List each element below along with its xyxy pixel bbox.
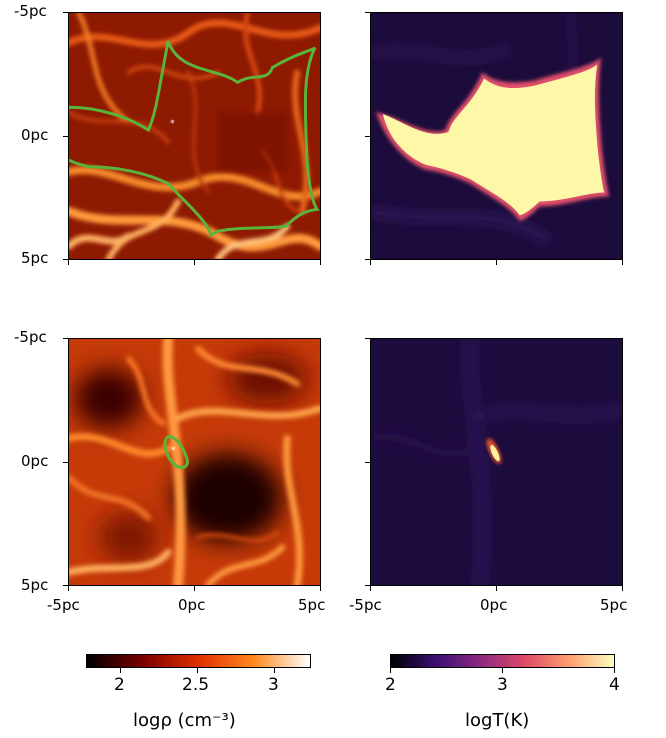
tick-mark [390, 668, 392, 673]
colorbar-tick-label: 3 [497, 675, 508, 695]
tick-mark [120, 668, 122, 673]
x-tick-label: -5pc [349, 596, 382, 614]
colorbar-tick-label: 2.5 [182, 675, 210, 695]
star-marker: * [170, 119, 175, 129]
contour-line [69, 40, 320, 238]
y-tick-label: 5pc [21, 576, 49, 594]
tick-mark [274, 668, 276, 673]
tick-mark [63, 585, 68, 587]
tick-mark [370, 260, 372, 265]
tick-mark [63, 338, 68, 340]
tick-mark [320, 260, 322, 265]
tick-mark [197, 668, 199, 673]
tick-mark [365, 585, 370, 587]
bottom-density-panel: * [68, 338, 321, 586]
x-tick-label: 0pc [480, 596, 508, 614]
star-marker: * [171, 446, 176, 456]
tick-mark [194, 260, 196, 265]
tick-mark [365, 136, 370, 138]
tick-mark [614, 668, 616, 673]
colorbar-tick-label: 4 [609, 675, 620, 695]
tick-mark [622, 260, 624, 265]
tick-mark [496, 586, 498, 591]
tick-mark [365, 259, 370, 261]
tick-mark [63, 12, 68, 14]
density-colorbar-label: logρ (cm⁻³) [133, 710, 236, 731]
x-tick-label: 0pc [178, 596, 206, 614]
colorbar-tick-label: 2 [385, 675, 396, 695]
x-tick-label: 5pc [600, 596, 628, 614]
top-density-panel: * [68, 12, 321, 260]
x-tick-label: 5pc [298, 596, 326, 614]
colorbar-tick-label: 3 [268, 675, 279, 695]
tick-mark [194, 586, 196, 591]
bottom-temperature-panel [370, 338, 623, 586]
top-temperature-panel [370, 12, 623, 260]
y-tick-label: 0pc [21, 452, 49, 470]
tick-mark [365, 338, 370, 340]
tick-mark [496, 260, 498, 265]
y-tick-label: 0pc [21, 126, 49, 144]
tick-mark [320, 586, 322, 591]
tick-mark [370, 586, 372, 591]
x-tick-label: -5pc [47, 596, 80, 614]
tick-mark [365, 12, 370, 14]
tick-mark [502, 668, 504, 673]
temperature-colorbar-label: logT(K) [465, 710, 530, 731]
y-tick-label: -5pc [14, 2, 47, 20]
colorbar-tick-label: 2 [114, 675, 125, 695]
y-tick-label: -5pc [14, 328, 47, 346]
tick-mark [365, 462, 370, 464]
y-tick-label: 5pc [21, 249, 49, 267]
tick-mark [68, 260, 70, 265]
tick-mark [622, 586, 624, 591]
tick-mark [68, 586, 70, 591]
density-colorbar [86, 654, 311, 668]
temperature-colorbar [390, 654, 615, 668]
tick-mark [63, 462, 68, 464]
contour-line [163, 435, 189, 469]
tick-mark [63, 136, 68, 138]
tick-mark [63, 259, 68, 261]
